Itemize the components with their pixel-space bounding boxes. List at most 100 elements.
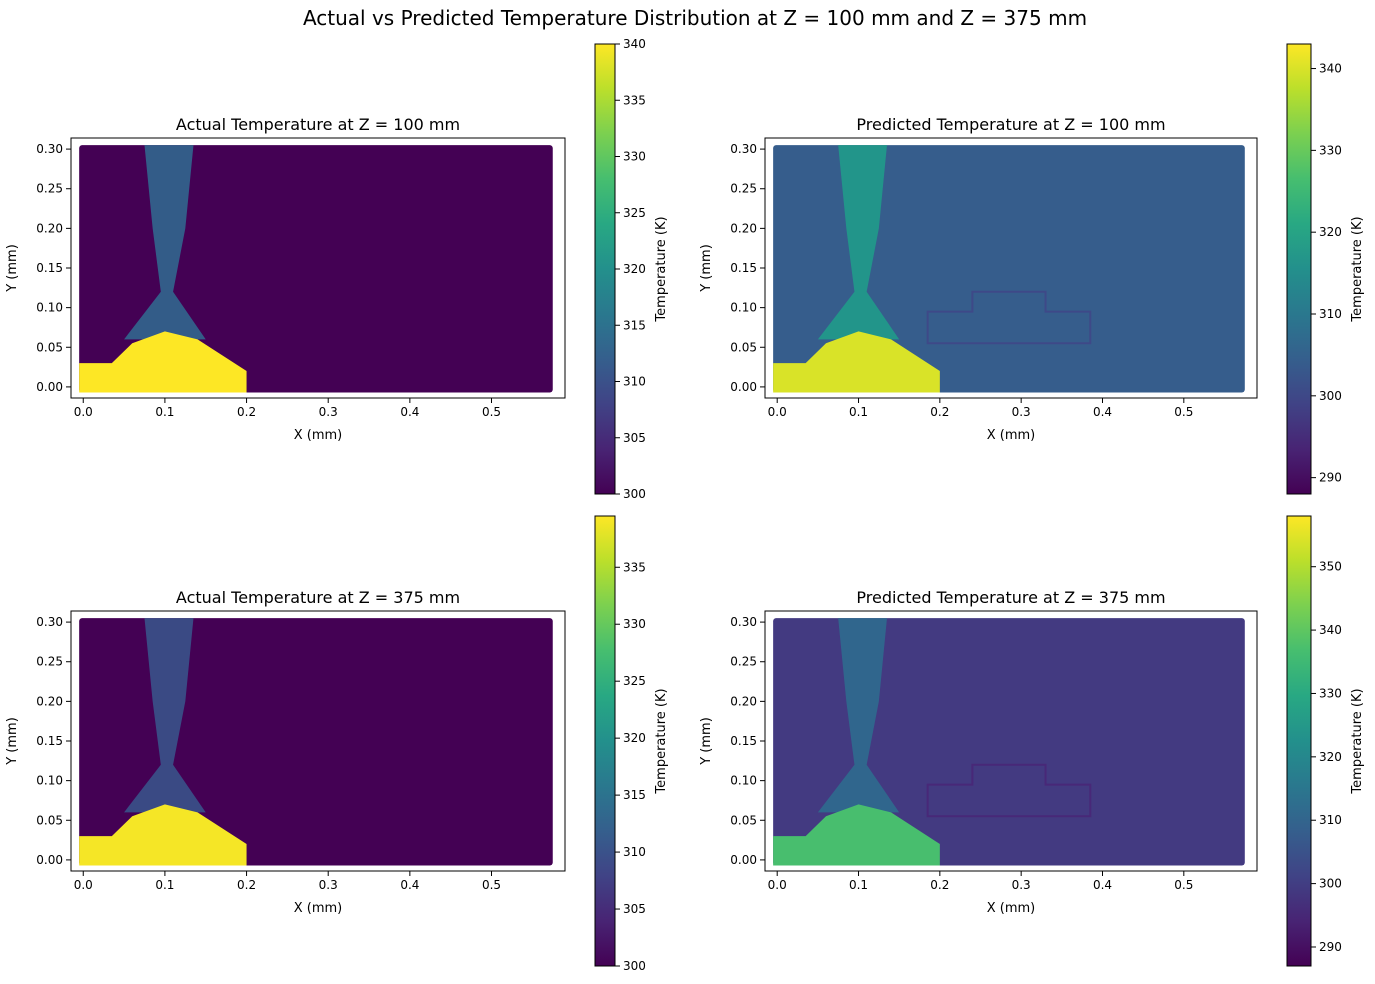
x-axis-label: X (mm) xyxy=(294,901,343,916)
colorbar-tick-label: 320 xyxy=(1319,225,1342,239)
x-tick-label: 0.2 xyxy=(237,878,256,892)
colorbar-tick-label: 290 xyxy=(1319,940,1342,954)
y-tick-label: 0.25 xyxy=(36,182,63,196)
y-axis-label: Y (mm) xyxy=(5,717,20,766)
chart-title: Predicted Temperature at Z = 100 mm xyxy=(856,115,1165,134)
plume-region xyxy=(817,145,900,340)
y-tick-label: 0.20 xyxy=(36,694,63,708)
hot-region xyxy=(773,804,940,866)
heatmap-field xyxy=(773,618,1245,866)
colorbar xyxy=(1286,515,1312,967)
x-tick-label: 0.2 xyxy=(930,405,949,419)
y-tick-label: 0.05 xyxy=(36,813,63,827)
colorbar-tick-label: 305 xyxy=(623,431,646,445)
x-tick-label: 0.4 xyxy=(1093,878,1112,892)
obstacle-outline xyxy=(926,763,1092,818)
colorbar-tick-label: 310 xyxy=(1319,813,1342,827)
colorbar-tick-label: 320 xyxy=(623,262,646,276)
obstacle-outline xyxy=(926,290,1092,345)
chart-panel-3: Actual Temperature at Z = 375 mm 0.0 0.1 0.… xyxy=(5,515,669,973)
plume-region xyxy=(817,618,900,813)
colorbar-tick-label: 320 xyxy=(623,731,646,745)
x-tick-label: 0.1 xyxy=(155,405,174,419)
colorbar xyxy=(1286,43,1312,495)
colorbar-tick-label: 325 xyxy=(623,206,646,220)
colorbar-tick-label: 330 xyxy=(623,617,646,631)
y-tick-label: 0.10 xyxy=(730,774,757,788)
colorbar-tick-label: 325 xyxy=(623,674,646,688)
colorbar-tick-label: 310 xyxy=(623,375,646,389)
y-tick-label: 0.10 xyxy=(36,301,63,315)
colorbar-tick-label: 310 xyxy=(1319,307,1342,321)
colorbar-label: Temperature (K) xyxy=(654,216,669,322)
chart-title: Actual Temperature at Z = 375 mm xyxy=(176,588,460,607)
x-tick-label: 0.3 xyxy=(1012,405,1031,419)
colorbar-tick-label: 310 xyxy=(623,845,646,859)
colorbar-tick-label: 330 xyxy=(1319,686,1342,700)
x-tick-label: 0.1 xyxy=(849,878,868,892)
y-axis-label: Y (mm) xyxy=(699,717,714,766)
y-tick-label: 0.25 xyxy=(730,182,757,196)
colorbar-tick-label: 305 xyxy=(623,902,646,916)
figure-suptitle: Actual vs Predicted Temperature Distribu… xyxy=(302,6,1088,30)
x-tick-label: 0.3 xyxy=(1012,878,1031,892)
x-tick-label: 0.3 xyxy=(319,405,338,419)
colorbar-tick-label: 340 xyxy=(1319,623,1342,637)
colorbar xyxy=(594,43,616,495)
y-tick-label: 0.15 xyxy=(36,261,63,275)
heatmap-field xyxy=(79,618,553,866)
y-tick-label: 0.05 xyxy=(730,340,757,354)
colorbar-tick-label: 300 xyxy=(1319,877,1342,891)
colorbar xyxy=(594,515,616,967)
x-tick-label: 0.5 xyxy=(1174,405,1193,419)
x-tick-label: 0.4 xyxy=(1093,405,1112,419)
y-tick-label: 0.15 xyxy=(730,261,757,275)
x-tick-label: 0.5 xyxy=(482,405,501,419)
x-tick-label: 0.0 xyxy=(768,405,787,419)
x-axis-label: X (mm) xyxy=(987,428,1036,443)
y-tick-label: 0.00 xyxy=(730,380,757,394)
hot-region xyxy=(79,804,247,866)
x-axis-label: X (mm) xyxy=(987,901,1036,916)
y-tick-label: 0.30 xyxy=(730,142,757,156)
colorbar-tick-label: 300 xyxy=(1319,389,1342,403)
colorbar-tick-label: 350 xyxy=(1319,560,1342,574)
x-tick-label: 0.2 xyxy=(237,405,256,419)
x-tick-label: 0.0 xyxy=(74,878,93,892)
x-tick-label: 0.4 xyxy=(400,405,419,419)
chart-panel-1: Actual Temperature at Z = 100 mm 0.0 0.1 0.… xyxy=(5,37,669,501)
plume-region xyxy=(124,618,206,813)
y-tick-label: 0.25 xyxy=(36,655,63,669)
hot-region xyxy=(773,331,940,393)
colorbar-tick-label: 315 xyxy=(623,788,646,802)
y-tick-label: 0.30 xyxy=(36,142,63,156)
chart-panel-2: Predicted Temperature at Z = 100 mm 0.0 0.… xyxy=(699,43,1365,495)
y-tick-label: 0.20 xyxy=(36,221,63,235)
colorbar-tick-label: 335 xyxy=(623,560,646,574)
y-tick-label: 0.05 xyxy=(36,340,63,354)
chart-panel-4: Predicted Temperature at Z = 375 mm 0.0 0.… xyxy=(699,515,1365,967)
colorbar-tick-label: 300 xyxy=(623,487,646,501)
hot-region xyxy=(79,331,247,393)
colorbar-tick-label: 290 xyxy=(1319,471,1342,485)
y-tick-label: 0.10 xyxy=(730,301,757,315)
y-axis-label: Y (mm) xyxy=(5,244,20,293)
y-tick-label: 0.30 xyxy=(730,615,757,629)
y-tick-label: 0.15 xyxy=(730,734,757,748)
heatmap-field xyxy=(773,145,1245,393)
heatmap-field xyxy=(79,145,553,393)
y-tick-label: 0.00 xyxy=(730,853,757,867)
x-tick-label: 0.4 xyxy=(400,878,419,892)
x-tick-label: 0.3 xyxy=(319,878,338,892)
y-tick-label: 0.00 xyxy=(36,853,63,867)
colorbar-tick-label: 300 xyxy=(623,959,646,973)
colorbar-label: Temperature (K) xyxy=(1350,688,1365,794)
x-tick-label: 0.0 xyxy=(768,878,787,892)
x-tick-label: 0.1 xyxy=(849,405,868,419)
x-tick-label: 0.5 xyxy=(482,878,501,892)
y-tick-label: 0.10 xyxy=(36,774,63,788)
x-tick-label: 0.0 xyxy=(74,405,93,419)
colorbar-tick-label: 330 xyxy=(1319,143,1342,157)
x-axis-label: X (mm) xyxy=(294,428,343,443)
colorbar-tick-label: 330 xyxy=(623,150,646,164)
